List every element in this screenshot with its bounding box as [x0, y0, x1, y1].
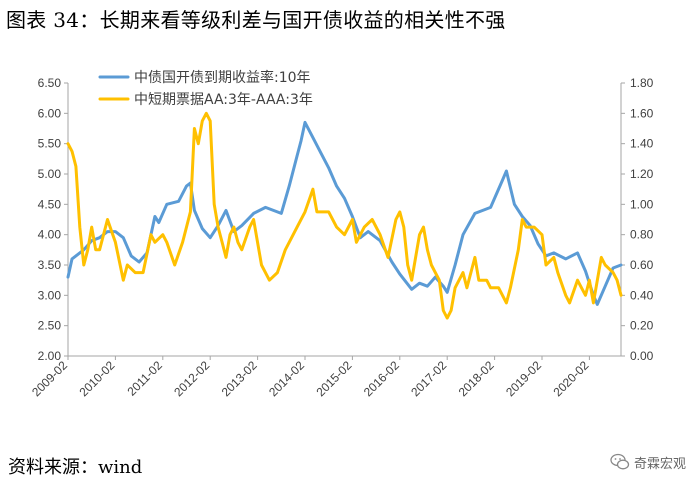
x-tick-label: 2016-02 [361, 358, 402, 399]
x-tick-label: 2019-02 [503, 358, 544, 399]
y-tick-label: 6.50 [38, 76, 62, 90]
x-tick-label: 2020-02 [550, 358, 591, 399]
x-tick-label: 2013-02 [219, 358, 260, 399]
y-tick-label: 2.50 [38, 319, 62, 333]
y-tick-label: 4.50 [38, 197, 62, 211]
y-tick-label: 5.50 [38, 137, 62, 151]
y-tick-label: 6.00 [38, 106, 62, 120]
x-tick-label: 2014-02 [266, 358, 307, 399]
source-note: 资料来源：wind [8, 457, 143, 478]
wechat-icon [610, 453, 630, 470]
y-tick-label: 5.00 [38, 167, 62, 181]
series-line-2 [66, 111, 623, 320]
y2-tick-label: 1.40 [630, 137, 654, 151]
watermark: 奇霖宏观 [610, 451, 686, 473]
legend-label-2: 中短期票据AA:3年-AAA:3年 [134, 92, 313, 108]
x-tick-label: 2018-02 [456, 358, 497, 399]
figure-title: 图表 34：长期来看等级利差与国开债收益的相关性不强 [6, 8, 506, 32]
x-tick-label: 2011-02 [125, 358, 166, 399]
y2-tick-label: 1.80 [630, 76, 654, 90]
x-tick-label: 2012-02 [171, 358, 212, 399]
y-tick-label: 3.50 [38, 258, 62, 272]
legend-label-1: 中债国开债到期收益率:10年 [134, 69, 311, 86]
series-line-1 [66, 120, 623, 306]
y2-tick-label: 0.80 [630, 228, 654, 242]
watermark-text: 奇霖宏观 [633, 456, 686, 472]
y2-tick-label: 1.60 [630, 106, 654, 120]
chart-legend: 中债国开债到期收益率:10年 中短期票据AA:3年-AAA:3年 [98, 69, 313, 108]
y-tick-label: 4.00 [38, 228, 62, 242]
x-tick-label: 2010-02 [76, 358, 117, 399]
y-tick-label: 2.00 [38, 349, 62, 363]
line-chart: 2.00 2.50 3.00 3.50 4.00 4.50 5.00 5.50 6.00 6.50… [29, 69, 654, 399]
x-tick-label: 2009-02 [29, 358, 70, 399]
y2-tick-label: 0.20 [630, 319, 654, 333]
y2-tick-label: 0.60 [630, 258, 654, 272]
y2-tick-label: 1.00 [630, 197, 654, 211]
y2-tick-label: 0.00 [630, 349, 654, 363]
x-tick-label: 2015-02 [313, 358, 354, 399]
y2-tick-label: 0.40 [630, 288, 654, 302]
y2-tick-label: 1.20 [630, 167, 654, 181]
x-tick-label: 2017-02 [408, 358, 449, 399]
y-tick-label: 3.00 [38, 288, 62, 302]
